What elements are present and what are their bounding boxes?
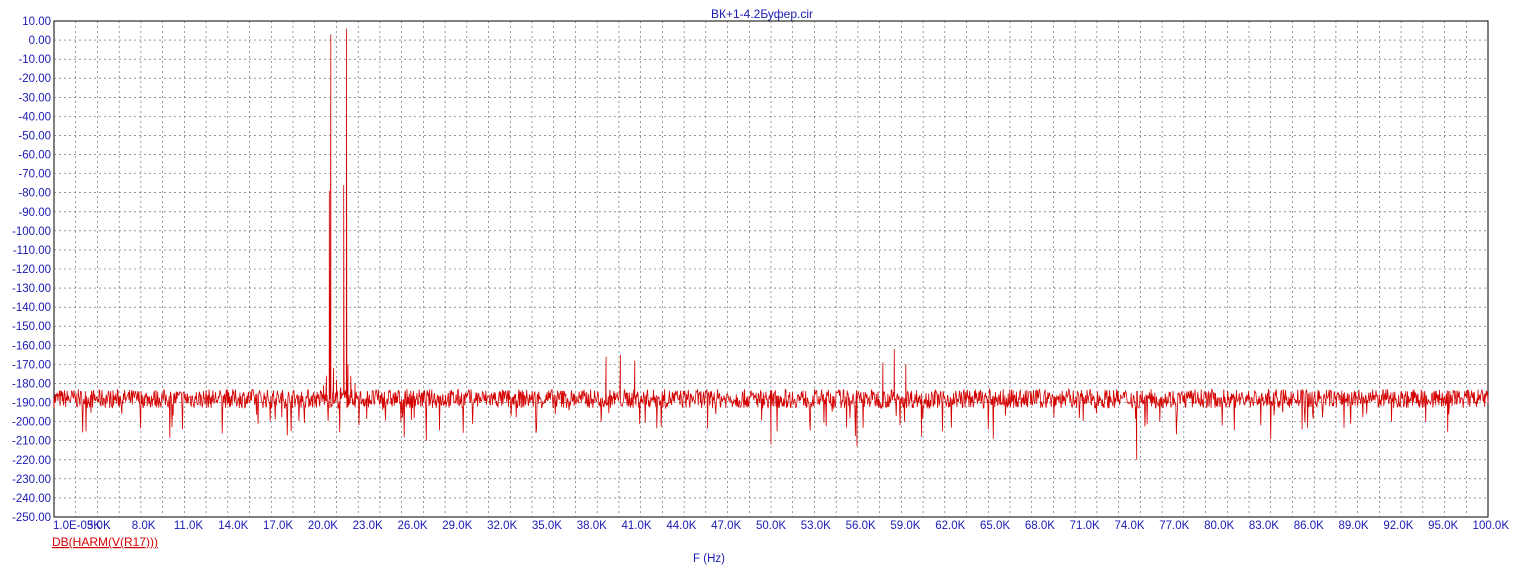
y-tick-label: -50.00 — [18, 130, 51, 142]
x-tick-label: 20.0K — [308, 520, 338, 532]
x-tick-label: 41.0K — [622, 520, 652, 532]
x-axis-title: F (Hz) — [693, 553, 725, 565]
y-tick-label: -60.00 — [18, 150, 51, 162]
y-tick-label: -230.00 — [12, 474, 51, 486]
y-tick-label: 10.00 — [22, 16, 51, 28]
x-tick-label: 14.0K — [218, 520, 248, 532]
y-tick-label: -40.00 — [18, 111, 51, 123]
x-tick-label: 26.0K — [397, 520, 427, 532]
x-tick-label: 5.0K — [87, 520, 111, 532]
x-tick-label: 74.0K — [1114, 520, 1144, 532]
y-tick-label: -190.00 — [12, 398, 51, 410]
y-tick-label: -20.00 — [18, 73, 51, 85]
y-tick-label: -100.00 — [12, 226, 51, 238]
y-tick-label: -250.00 — [12, 512, 51, 524]
series-line — [53, 28, 1489, 460]
x-tick-label: 95.0K — [1428, 520, 1458, 532]
x-tick-label: 23.0K — [353, 520, 383, 532]
y-tick-label: -160.00 — [12, 340, 51, 352]
x-tick-label: 80.0K — [1204, 520, 1234, 532]
trace-label: DB(HARM(V(R17))) — [52, 535, 158, 549]
trace-series — [53, 28, 1489, 460]
x-tick-label: 65.0K — [980, 520, 1010, 532]
x-tick-label: 29.0K — [442, 520, 472, 532]
x-tick-label: 11.0K — [174, 520, 204, 532]
y-tick-label: -30.00 — [18, 92, 51, 104]
y-axis-labels: 10.00 0.00 -10.00 -20.00 -30.00 -40.00 -50.00 -… — [12, 16, 51, 524]
x-tick-label: 8.0K — [132, 520, 156, 532]
x-tick-label: 38.0K — [577, 520, 607, 532]
x-tick-label: 47.0K — [711, 520, 741, 532]
x-tick-label: 100.0K — [1473, 520, 1510, 532]
y-tick-label: -90.00 — [18, 207, 51, 219]
y-tick-label: -120.00 — [12, 264, 51, 276]
x-tick-label: 83.0K — [1249, 520, 1279, 532]
y-tick-label: -170.00 — [12, 359, 51, 371]
x-tick-label: 44.0K — [666, 520, 696, 532]
x-tick-label: 1.0E-03K — [53, 520, 101, 532]
grid — [54, 21, 1488, 517]
y-tick-label: -180.00 — [12, 378, 51, 390]
x-tick-label: 86.0K — [1294, 520, 1324, 532]
y-tick-label: -140.00 — [12, 302, 51, 314]
y-tick-label: -80.00 — [18, 188, 51, 200]
y-tick-label: -10.00 — [18, 54, 51, 66]
x-tick-label: 32.0K — [487, 520, 517, 532]
x-tick-label: 59.0K — [890, 520, 920, 532]
y-tick-label: -110.00 — [13, 245, 51, 257]
y-tick-label: -240.00 — [12, 493, 51, 505]
x-tick-label: 68.0K — [1025, 520, 1055, 532]
chart-title: ВК+1-4.2Буфер.cir — [711, 7, 813, 21]
x-tick-label: 56.0K — [846, 520, 876, 532]
x-tick-label: 35.0K — [532, 520, 562, 532]
y-tick-label: -210.00 — [12, 436, 51, 448]
y-tick-label: 0.00 — [29, 35, 51, 47]
x-tick-label: 62.0K — [935, 520, 965, 532]
x-tick-label: 71.0K — [1070, 520, 1100, 532]
x-tick-label: 53.0K — [801, 520, 831, 532]
y-tick-label: -220.00 — [12, 455, 51, 467]
y-tick-label: -150.00 — [12, 321, 51, 333]
x-tick-label: 50.0K — [756, 520, 786, 532]
x-tick-label: 17.0K — [263, 520, 293, 532]
x-tick-label: 89.0K — [1339, 520, 1369, 532]
y-tick-label: -200.00 — [12, 417, 51, 429]
x-tick-label: 92.0K — [1383, 520, 1413, 532]
y-tick-label: -130.00 — [12, 283, 51, 295]
y-tick-label: -70.00 — [18, 169, 51, 181]
x-tick-label: 77.0K — [1159, 520, 1189, 532]
